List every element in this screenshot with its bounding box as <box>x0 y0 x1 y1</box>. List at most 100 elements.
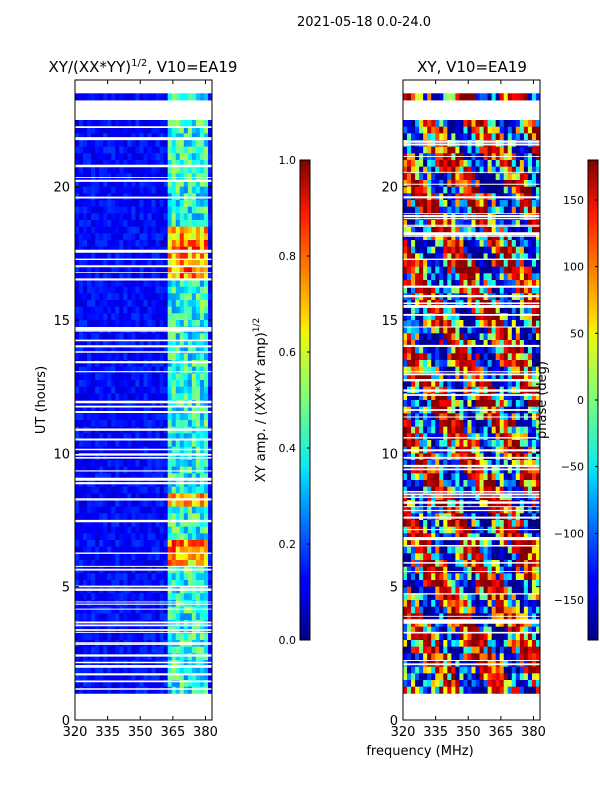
heatmap-cell <box>151 226 156 234</box>
heatmap-cell <box>91 613 96 621</box>
heatmap-cell <box>195 686 201 694</box>
heatmap-cell <box>507 340 513 348</box>
heatmap-cell <box>179 306 185 314</box>
heatmap-cell <box>419 313 424 321</box>
heatmap-cell <box>115 153 120 161</box>
heatmap-cell <box>111 306 116 314</box>
heatmap-cell <box>127 646 132 654</box>
heatmap-cell <box>511 180 517 188</box>
heatmap-cell <box>75 320 80 328</box>
heatmap-cell <box>87 600 92 608</box>
heatmap-cell <box>419 326 424 334</box>
heatmap-cell <box>107 460 112 468</box>
heatmap-cell <box>83 420 88 428</box>
heatmap-cell <box>123 220 128 228</box>
heatmap-cell <box>199 533 205 541</box>
heatmap-cell <box>203 266 209 274</box>
heatmap-cell <box>91 366 96 374</box>
heatmap-cell <box>455 266 460 274</box>
heatmap-cell <box>183 386 189 394</box>
heatmap-cell <box>87 400 92 408</box>
heatmap-cell <box>163 273 169 281</box>
heatmap-cell <box>471 126 476 134</box>
heatmap-cell <box>135 593 140 601</box>
heatmap-cell <box>499 460 505 468</box>
heatmap-cell <box>139 540 144 548</box>
heatmap-cell <box>523 273 529 281</box>
heatmap-cell <box>119 513 124 521</box>
heatmap-cell <box>175 346 181 354</box>
heatmap-cell <box>435 226 440 234</box>
heatmap-cell <box>407 133 412 141</box>
heatmap-cell <box>407 260 412 268</box>
heatmap-cell <box>111 313 116 321</box>
heatmap-cell <box>191 600 197 608</box>
heatmap-cell <box>491 326 497 334</box>
heatmap-cell <box>455 120 460 128</box>
heatmap-cell <box>199 226 205 234</box>
heatmap-cell <box>159 433 165 441</box>
heatmap-cell <box>475 420 480 428</box>
heatmap-cell <box>427 373 432 381</box>
heatmap-cell <box>467 400 472 408</box>
heatmap-cell <box>195 440 201 448</box>
heatmap-cell <box>507 393 513 401</box>
heatmap-cell <box>135 673 140 681</box>
heatmap-cell <box>199 373 205 381</box>
heatmap-cell <box>103 240 108 248</box>
heatmap-cell <box>435 160 440 168</box>
heatmap-cell <box>131 220 136 228</box>
heatmap-cell <box>503 260 509 268</box>
heatmap-cell <box>127 320 132 328</box>
heatmap-cell <box>199 353 205 361</box>
heatmap-cell <box>87 373 92 381</box>
heatmap-cell <box>131 160 136 168</box>
heatmap-cell <box>111 606 116 614</box>
heatmap-cell <box>191 313 197 321</box>
heatmap-cell <box>91 313 96 321</box>
heatmap-cell <box>175 373 181 381</box>
heatmap-cell <box>107 433 112 441</box>
heatmap-cell <box>107 280 112 288</box>
heatmap-cell <box>139 133 144 141</box>
heatmap-cell <box>139 93 144 101</box>
heatmap-cell <box>535 360 540 368</box>
heatmap-cell <box>195 233 201 241</box>
heatmap-cell <box>131 240 136 248</box>
heatmap-cell <box>411 186 416 194</box>
heatmap-cell <box>503 400 509 408</box>
heatmap-cell <box>531 266 537 274</box>
heatmap-cell <box>163 446 169 454</box>
heatmap-cell <box>91 373 96 381</box>
heatmap-cell <box>411 433 416 441</box>
heatmap-cell <box>207 560 212 568</box>
heatmap-cell <box>199 660 205 668</box>
heatmap-cell <box>147 206 152 214</box>
heatmap-cell <box>99 600 104 608</box>
heatmap-cell <box>503 133 509 141</box>
heatmap-cell <box>155 660 161 668</box>
heatmap-cell <box>531 326 537 334</box>
heatmap-cell <box>403 353 408 361</box>
heatmap-cell <box>163 300 169 308</box>
heatmap-cell <box>147 633 152 641</box>
heatmap-cell <box>159 353 165 361</box>
heatmap-cell <box>467 280 472 288</box>
heatmap-cell <box>499 146 505 154</box>
heatmap-cell <box>475 313 480 321</box>
heatmap-cell <box>175 680 181 688</box>
amplitude-colorbar-label: XY amp. / (XX*YY amp)1/2 <box>252 318 269 482</box>
heatmap-cell <box>151 173 156 181</box>
heatmap-cell <box>151 633 156 641</box>
heatmap-cell <box>103 320 108 328</box>
heatmap-cell <box>139 633 144 641</box>
heatmap-cell <box>407 326 412 334</box>
heatmap-cell <box>419 186 424 194</box>
heatmap-cell <box>119 373 124 381</box>
heatmap-cell <box>207 640 212 648</box>
heatmap-cell <box>87 160 92 168</box>
heatmap-cell <box>427 426 432 434</box>
heatmap-cell <box>127 546 132 554</box>
heatmap-cell <box>83 513 88 521</box>
heatmap-cell <box>531 433 537 441</box>
